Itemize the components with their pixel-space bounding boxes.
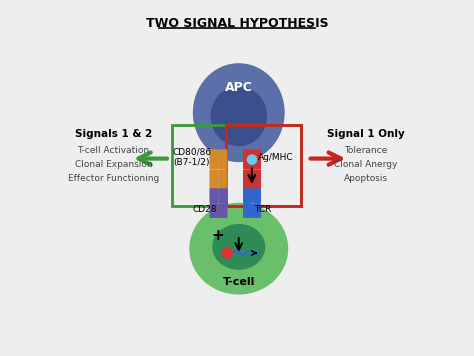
Circle shape [222, 247, 232, 258]
FancyBboxPatch shape [219, 203, 228, 218]
Circle shape [247, 155, 256, 164]
FancyBboxPatch shape [252, 150, 261, 169]
Text: Tolerance: Tolerance [344, 146, 388, 155]
Text: Ag/MHC: Ag/MHC [258, 153, 294, 162]
Text: T-cell: T-cell [223, 277, 255, 287]
FancyBboxPatch shape [219, 169, 228, 190]
Text: Signals 1 & 2: Signals 1 & 2 [75, 129, 152, 139]
Text: CD28: CD28 [193, 205, 218, 214]
Text: Clonal Expansion: Clonal Expansion [74, 160, 152, 169]
Text: TCR: TCR [254, 205, 271, 214]
Text: APC: APC [225, 82, 253, 94]
Text: Clonal Anergy: Clonal Anergy [334, 160, 398, 169]
FancyBboxPatch shape [219, 150, 228, 169]
FancyBboxPatch shape [243, 188, 252, 203]
FancyBboxPatch shape [252, 203, 261, 218]
FancyBboxPatch shape [243, 203, 252, 218]
Text: Apoptosis: Apoptosis [344, 174, 388, 183]
FancyBboxPatch shape [243, 150, 252, 169]
Ellipse shape [210, 86, 267, 146]
Text: +: + [211, 228, 224, 243]
Ellipse shape [193, 63, 285, 162]
FancyBboxPatch shape [243, 169, 252, 190]
Text: TWO SIGNAL HYPOTHESIS: TWO SIGNAL HYPOTHESIS [146, 17, 328, 30]
Bar [172, 125, 301, 206]
Text: CD80/86
(B7-1/2): CD80/86 (B7-1/2) [172, 148, 211, 167]
Ellipse shape [212, 224, 265, 270]
FancyBboxPatch shape [210, 203, 219, 218]
Text: Signal 1 Only: Signal 1 Only [327, 129, 405, 139]
FancyBboxPatch shape [210, 169, 219, 190]
FancyBboxPatch shape [219, 188, 228, 203]
Text: Effector Functioning: Effector Functioning [68, 174, 159, 183]
FancyBboxPatch shape [210, 150, 219, 169]
Text: T-cell Activation: T-cell Activation [77, 146, 149, 155]
Ellipse shape [189, 203, 288, 294]
Bar [227, 125, 301, 206]
FancyBboxPatch shape [252, 188, 261, 203]
FancyBboxPatch shape [210, 188, 219, 203]
FancyBboxPatch shape [252, 169, 261, 190]
